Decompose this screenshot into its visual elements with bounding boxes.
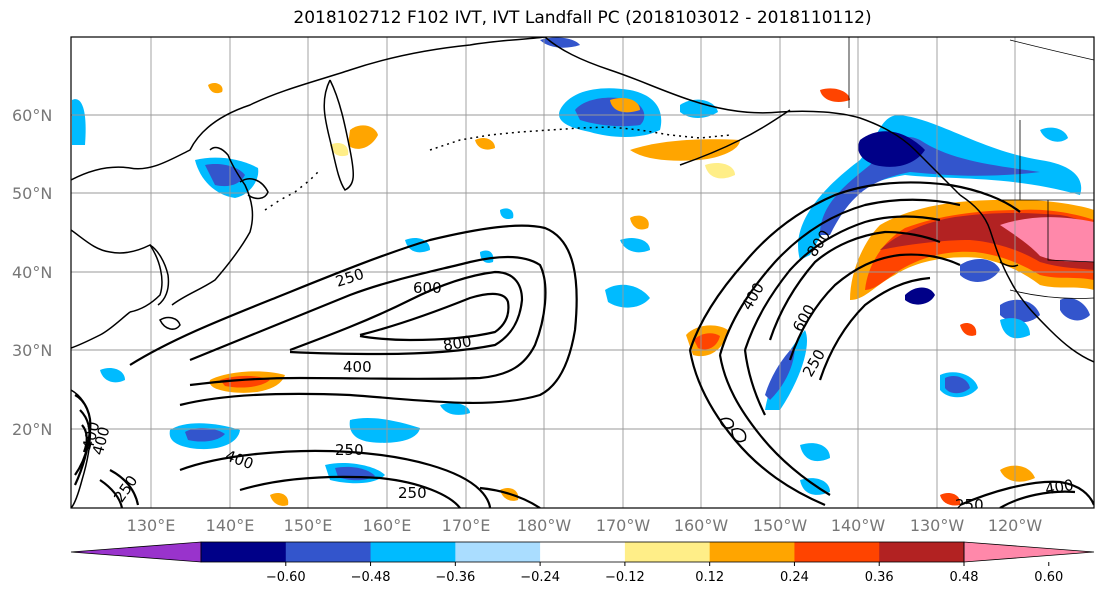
lon-label: 140°E	[206, 516, 255, 535]
lon-label: 130°E	[127, 516, 176, 535]
lat-label: 50°N	[12, 184, 52, 203]
colorbar-segment	[70, 541, 202, 563]
colorbar-segment	[879, 542, 965, 562]
lon-label: 150°E	[284, 516, 333, 535]
colorbar-segment	[540, 542, 626, 562]
lon-label: 160°E	[363, 516, 412, 535]
colorbar-tick-label: −0.12	[605, 570, 645, 585]
contour-label: 400	[1044, 476, 1075, 499]
contour-label: 250	[955, 496, 984, 514]
lat-label: 30°N	[12, 341, 52, 360]
contour-label: 250	[398, 484, 427, 502]
lon-label: 160°W	[674, 516, 729, 535]
colorbar-segment	[963, 541, 1095, 563]
map-frame	[70, 36, 1095, 509]
colorbar-segment	[624, 542, 711, 562]
colorbar-segment	[370, 542, 456, 562]
lon-label: 120°W	[988, 516, 1043, 535]
contour-label: 800	[442, 332, 473, 355]
lon-label: 150°W	[753, 516, 808, 535]
colorbar-segment	[455, 542, 541, 562]
colorbar-segment	[285, 542, 372, 562]
map-gridlines	[71, 37, 1094, 508]
colorbar: −0.60 −0.48 −0.36 −0.24 −0.12 0.12 0.24 0.36 0.4…	[70, 541, 1095, 585]
country-borders	[848, 37, 1094, 299]
lon-label: 140°W	[831, 516, 886, 535]
contour-label: 400	[343, 358, 372, 376]
colorbar-segment	[201, 542, 287, 562]
lat-label: 60°N	[12, 106, 52, 125]
latitude-labels: 60°N 50°N 40°N 30°N 20°N	[12, 106, 52, 439]
colorbar-tick-label: −0.60	[266, 570, 306, 585]
colorbar-segment	[709, 542, 795, 562]
longitude-labels: 130°E 140°E 150°E 160°E 170°E 180°W 170°…	[127, 516, 1043, 535]
lon-label: 130°W	[910, 516, 965, 535]
lon-label: 170°W	[596, 516, 651, 535]
colorbar-tick-label: −0.36	[435, 570, 475, 585]
lat-label: 40°N	[12, 263, 52, 282]
colorbar-tick-label: −0.24	[520, 570, 560, 585]
lat-label: 20°N	[12, 420, 52, 439]
contour-label: 250	[335, 441, 364, 459]
ivt-contours	[74, 181, 1094, 508]
ivt-pc-shading	[72, 37, 1094, 506]
figure-title: 2018102712 F102 IVT, IVT Landfall PC (20…	[293, 8, 872, 28]
colorbar-tick-label: −0.48	[351, 570, 391, 585]
colorbar-tick-label: 0.24	[780, 570, 809, 585]
colorbar-tick-label: 0.48	[950, 570, 979, 585]
colorbar-tick-label: 0.12	[695, 570, 724, 585]
lon-label: 170°E	[442, 516, 491, 535]
colorbar-segment	[794, 542, 880, 562]
colorbar-tick-label: 0.60	[1034, 570, 1063, 585]
colorbar-tick-label: 0.36	[865, 570, 894, 585]
lon-label: 180°W	[517, 516, 572, 535]
colorbar-outline	[200, 541, 965, 563]
contour-label: 600	[413, 279, 442, 297]
